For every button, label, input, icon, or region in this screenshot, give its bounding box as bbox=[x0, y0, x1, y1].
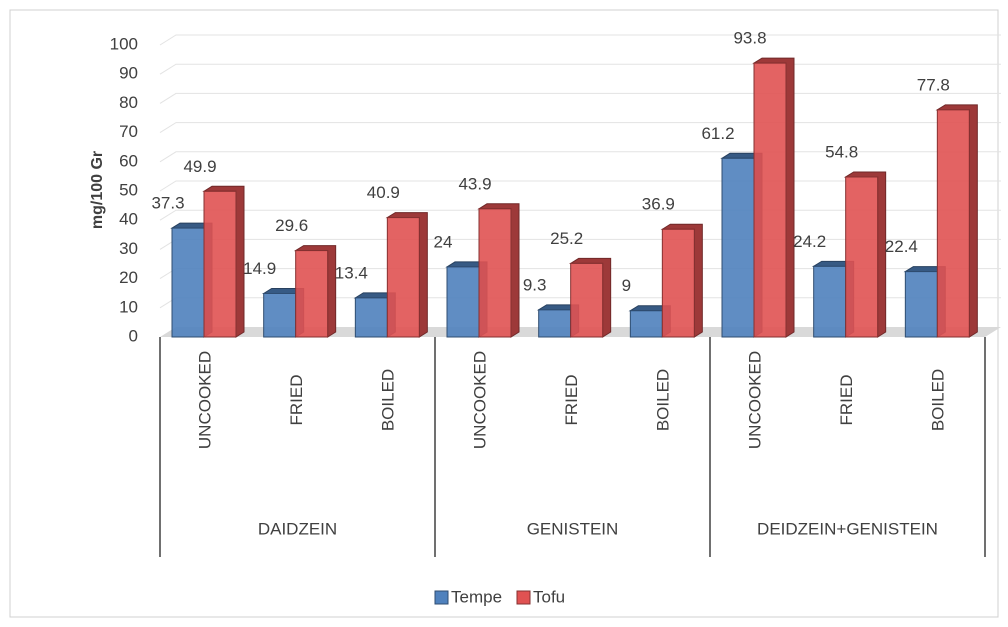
bar bbox=[203, 190, 237, 338]
bar bbox=[936, 109, 970, 338]
bar bbox=[263, 292, 297, 338]
bar bbox=[478, 208, 512, 338]
bar bbox=[295, 250, 329, 338]
value-label: 29.6 bbox=[275, 216, 308, 235]
group-label: DEIDZEIN+GENISTEIN bbox=[757, 519, 938, 538]
value-label: 43.9 bbox=[458, 174, 491, 193]
bar bbox=[813, 265, 847, 338]
value-label: 13.4 bbox=[335, 263, 368, 282]
grid-line bbox=[159, 151, 1001, 163]
y-tick-label: 90 bbox=[119, 64, 138, 83]
x-tick-label: FRIED bbox=[562, 375, 581, 426]
bar bbox=[845, 176, 879, 338]
x-tick-label: UNCOOKED bbox=[470, 351, 489, 449]
bar bbox=[538, 309, 572, 338]
grid-line bbox=[159, 122, 1001, 134]
group-label: GENISTEIN bbox=[527, 519, 619, 538]
value-label: 14.9 bbox=[243, 259, 276, 278]
value-label: 9.3 bbox=[523, 275, 547, 294]
value-label: 24 bbox=[434, 232, 453, 251]
y-tick-label: 70 bbox=[119, 122, 138, 141]
y-tick-label: 100 bbox=[110, 34, 138, 53]
value-label: 24.2 bbox=[793, 232, 826, 251]
legend-swatch bbox=[434, 590, 449, 605]
x-tick-label: BOILED bbox=[929, 369, 948, 431]
x-tick-label: UNCOOKED bbox=[195, 351, 214, 449]
legend-label: Tempe bbox=[451, 587, 502, 606]
value-label: 36.9 bbox=[642, 195, 675, 214]
bar bbox=[446, 266, 480, 338]
value-label: 22.4 bbox=[885, 237, 918, 256]
x-tick-label: UNCOOKED bbox=[745, 351, 764, 449]
legend-label: Tofu bbox=[533, 587, 565, 606]
y-tick-label: 10 bbox=[119, 297, 138, 316]
y-tick-label: 60 bbox=[119, 151, 138, 170]
bar bbox=[386, 217, 420, 338]
y-tick-label: 50 bbox=[119, 180, 138, 199]
value-label: 77.8 bbox=[917, 75, 950, 94]
legend-swatch bbox=[516, 590, 531, 605]
bar bbox=[904, 271, 938, 338]
x-tick-label: BOILED bbox=[654, 369, 673, 431]
y-tick-label: 30 bbox=[119, 239, 138, 258]
y-tick-label: 80 bbox=[119, 93, 138, 112]
bar bbox=[629, 310, 663, 338]
grid-line bbox=[159, 34, 1001, 46]
bar bbox=[753, 62, 787, 338]
bar bbox=[171, 227, 205, 338]
x-tick-label: FRIED bbox=[287, 375, 306, 426]
y-tick-label: 40 bbox=[119, 210, 138, 229]
grid-line bbox=[159, 63, 1001, 75]
y-axis-label: mg/100 Gr bbox=[89, 151, 106, 229]
value-label: 9 bbox=[622, 276, 631, 295]
bar bbox=[721, 157, 755, 338]
y-tick-label: 0 bbox=[129, 326, 138, 345]
group-label: DAIDZEIN bbox=[258, 519, 337, 538]
y-tick-label: 20 bbox=[119, 268, 138, 287]
value-label: 54.8 bbox=[825, 142, 858, 161]
x-tick-label: BOILED bbox=[379, 369, 398, 431]
bar bbox=[661, 228, 695, 338]
grid-line bbox=[159, 92, 1001, 104]
value-label: 25.2 bbox=[550, 229, 583, 248]
x-tick-label: FRIED bbox=[837, 375, 856, 426]
value-label: 37.3 bbox=[151, 194, 184, 213]
value-label: 61.2 bbox=[701, 124, 734, 143]
bar bbox=[570, 262, 604, 338]
value-label: 40.9 bbox=[367, 183, 400, 202]
value-label: 49.9 bbox=[183, 157, 216, 176]
value-label: 93.8 bbox=[733, 29, 766, 48]
bar bbox=[354, 297, 388, 338]
